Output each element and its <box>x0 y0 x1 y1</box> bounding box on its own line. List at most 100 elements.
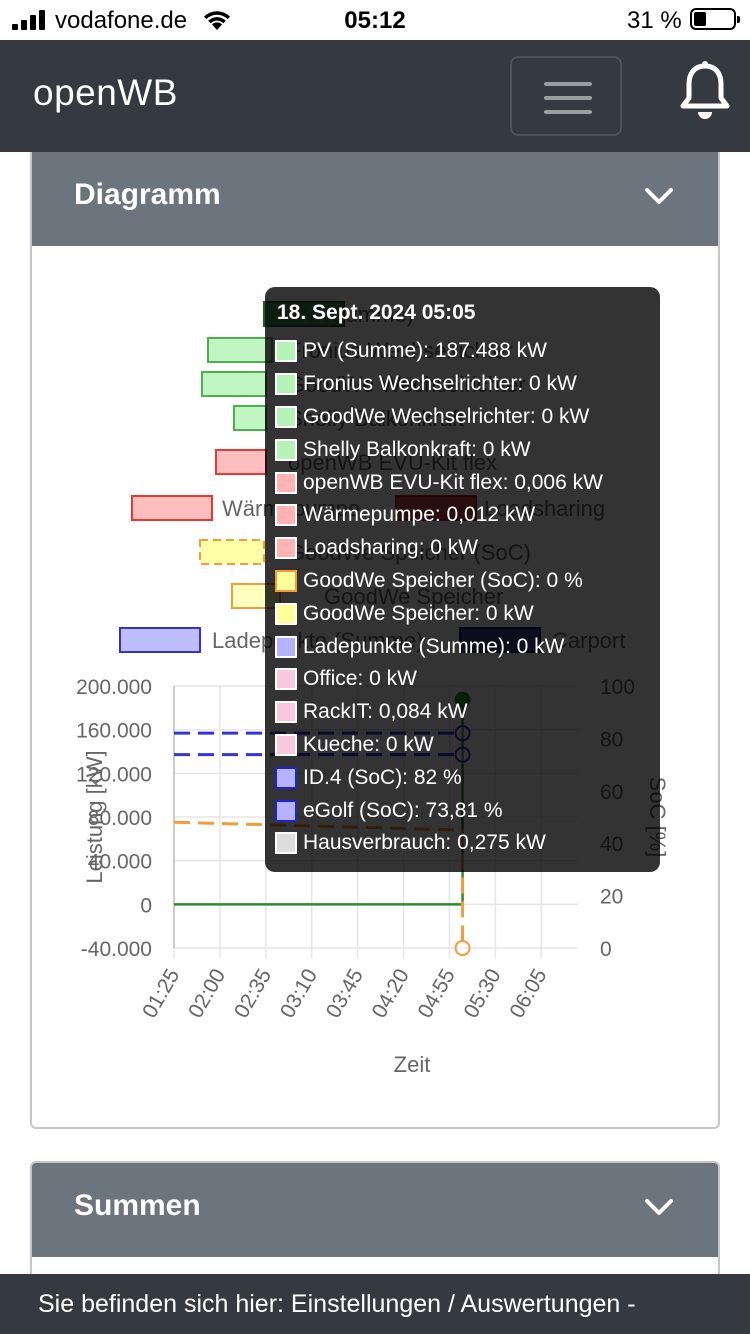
tooltip-swatch <box>275 569 297 592</box>
y2-tick-label: 20 <box>600 886 623 909</box>
tooltip-item-text: Fronius Wechselrichter: 0 kW <box>303 372 577 396</box>
tooltip-item: Loadsharing: 0 kW <box>275 532 603 565</box>
tooltip-item: Shelly Balkonkraft: 0 kW <box>275 433 603 466</box>
x-axis-title: Zeit <box>394 1052 431 1077</box>
status-bar: vodafone.de 05:12 31 % <box>0 0 750 40</box>
x-tick-label: 04:55 <box>414 965 460 1022</box>
chevron-down-icon[interactable] <box>644 1197 674 1217</box>
tooltip-swatch <box>275 602 297 625</box>
x-tick-label: 02:00 <box>184 965 230 1022</box>
tooltip-item-text: GoodWe Speicher (SoC): 0 % <box>303 568 583 592</box>
legend-swatch <box>233 405 267 431</box>
y-axis-title: Leistung [kW] <box>82 750 107 883</box>
carrier-name: vodafone.de <box>55 7 188 34</box>
tooltip-item: GoodWe Speicher: 0 kW <box>275 597 603 630</box>
x-tick-label: 03:10 <box>276 965 322 1022</box>
tooltip-item: Fronius Wechselrichter: 0 kW <box>275 368 603 401</box>
tooltip-item: ID.4 (SoC): 82 % <box>275 761 603 794</box>
brand-logo[interactable]: openWB <box>33 72 178 113</box>
tooltip-item: eGolf (SoC): 73,81 % <box>275 794 603 827</box>
tooltip-item-text: Office: 0 kW <box>303 667 417 691</box>
tooltip-swatch <box>275 504 297 527</box>
wifi-icon <box>204 11 230 30</box>
y-tick-label: 40.000 <box>88 851 152 874</box>
tooltip-item: openWB EVU-Kit flex: 0,006 kW <box>275 466 603 499</box>
tooltip-swatch <box>275 766 297 789</box>
battery-icon <box>690 8 740 30</box>
x-tick-label: 06:05 <box>505 965 551 1022</box>
navbar: openWB <box>0 40 750 152</box>
chevron-down-icon[interactable] <box>644 186 674 206</box>
tooltip-item: GoodWe Speicher (SoC): 0 % <box>275 565 603 598</box>
tooltip-item-text: ID.4 (SoC): 82 % <box>303 765 462 789</box>
y-tick-label: -40.000 <box>81 938 152 961</box>
y2-tick-label: 0 <box>600 938 612 961</box>
battery-percent: 31 % <box>627 7 682 34</box>
tooltip-swatch <box>275 373 297 396</box>
legend-swatch <box>199 539 265 565</box>
tooltip-item-text: PV (Summe): 187.488 kW <box>303 339 547 363</box>
y-tick-label: 120.000 <box>76 763 152 786</box>
x-tick-label: 05:30 <box>459 965 505 1022</box>
chart-tooltip: 18. Sept. 2024 05:05 PV (Summe): 187.488… <box>265 287 660 872</box>
tooltip-swatch <box>275 340 297 363</box>
chart-area: PV (Summe)Fronius WechselrichterGoodWe W… <box>32 246 718 1126</box>
x-tick-label: 01:25 <box>138 965 184 1022</box>
bell-icon[interactable] <box>678 60 732 124</box>
diagram-card-header[interactable]: Diagramm <box>32 152 718 246</box>
tooltip-swatch <box>275 701 297 724</box>
legend-swatch <box>201 371 267 397</box>
tooltip-item: Hausverbrauch: 0,275 kW <box>275 827 603 860</box>
tooltip-item-text: Shelly Balkonkraft: 0 kW <box>303 437 531 461</box>
tooltip-item-text: Ladepunkte (Summe): 0 kW <box>303 634 565 658</box>
summen-card-title: Summen <box>74 1189 201 1222</box>
x-tick-label: 02:35 <box>230 965 276 1022</box>
x-tick-label: 04:20 <box>368 965 414 1022</box>
tooltip-item: GoodWe Wechselrichter: 0 kW <box>275 401 603 434</box>
tooltip-item: RackIT: 0,084 kW <box>275 696 603 729</box>
tooltip-item-text: Hausverbrauch: 0,275 kW <box>303 831 546 855</box>
hamburger-icon <box>544 82 592 114</box>
tooltip-item-text: Wärmepumpe: 0,012 kW <box>303 503 536 527</box>
tooltip-item: Kueche: 0 kW <box>275 729 603 762</box>
tooltip-item-text: RackIT: 0,084 kW <box>303 700 468 724</box>
legend-swatch <box>207 337 273 363</box>
tooltip-item-text: GoodWe Speicher: 0 kW <box>303 601 534 625</box>
y-tick-label: 160.000 <box>76 720 152 743</box>
y-tick-label: 0 <box>140 894 152 917</box>
tooltip-item-text: Loadsharing: 0 kW <box>303 536 479 560</box>
tooltip-swatch <box>275 471 297 494</box>
signal-icon <box>12 10 45 30</box>
diagram-card: Diagramm PV (Summe)Fronius Wechselrichte… <box>30 152 720 1129</box>
tooltip-item: Ladepunkte (Summe): 0 kW <box>275 630 603 663</box>
tooltip-swatch <box>275 733 297 756</box>
tooltip-swatch <box>275 405 297 428</box>
legend-swatch <box>119 627 201 653</box>
tooltip-swatch <box>275 668 297 691</box>
tooltip-item: PV (Summe): 187.488 kW <box>275 335 603 368</box>
tooltip-swatch <box>275 635 297 658</box>
tooltip-item: Wärmepumpe: 0,012 kW <box>275 499 603 532</box>
legend-swatch <box>215 449 267 475</box>
diagram-card-title: Diagramm <box>74 178 221 211</box>
tooltip-title: 18. Sept. 2024 05:05 <box>277 301 476 324</box>
breadcrumb-footer: Sie befinden sich hier: Einstellungen / … <box>0 1274 750 1334</box>
tooltip-item-text: eGolf (SoC): 73,81 % <box>303 798 503 822</box>
tooltip-item-text: GoodWe Wechselrichter: 0 kW <box>303 404 590 428</box>
y-tick-label: 200.000 <box>76 676 152 699</box>
tooltip-item-text: Kueche: 0 kW <box>303 732 434 756</box>
tooltip-item: Office: 0 kW <box>275 663 603 696</box>
y-tick-label: 80.000 <box>88 807 152 830</box>
tooltip-swatch <box>275 537 297 560</box>
menu-toggle-button[interactable] <box>510 56 622 136</box>
x-tick-label: 03:45 <box>322 965 368 1022</box>
tooltip-item-text: openWB EVU-Kit flex: 0,006 kW <box>303 470 603 494</box>
summen-card-header[interactable]: Summen <box>32 1163 718 1257</box>
clock: 05:12 <box>344 7 406 34</box>
legend-swatch <box>131 495 213 521</box>
tooltip-list: PV (Summe): 187.488 kW Fronius Wechselric… <box>275 335 603 860</box>
tooltip-swatch <box>275 799 297 822</box>
tooltip-swatch <box>275 438 297 461</box>
series-point <box>454 940 471 956</box>
tooltip-swatch <box>275 832 297 855</box>
